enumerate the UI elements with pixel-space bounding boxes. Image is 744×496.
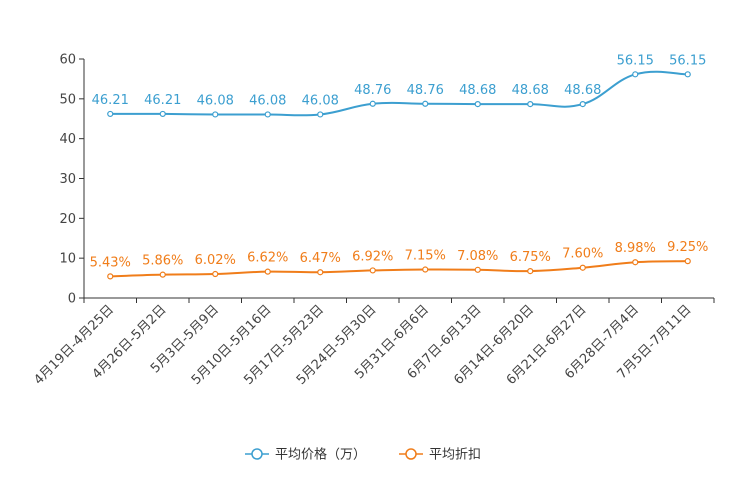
legend-item-0[interactable]: 平均价格（万） — [245, 447, 366, 463]
data-label: 6.92% — [352, 249, 393, 264]
data-label: 46.08 — [197, 93, 234, 108]
data-label: 6.47% — [300, 251, 341, 266]
data-point — [684, 258, 691, 265]
data-point — [579, 100, 586, 108]
data-point — [474, 266, 481, 273]
series-lines — [110, 70, 688, 278]
data-points — [107, 71, 691, 280]
data-point — [212, 270, 219, 278]
data-point — [579, 264, 586, 271]
data-point — [369, 267, 376, 274]
data-label: 6.62% — [247, 251, 288, 266]
legend[interactable]: 平均价格（万） 平均折扣 — [245, 447, 481, 463]
legend-marker-icon — [405, 448, 417, 460]
data-label: 56.15 — [617, 53, 654, 68]
data-point — [317, 111, 324, 118]
data-point — [527, 268, 534, 275]
data-labels: 46.21 46.21 46.08 46.08 46.08 48.76 48.76 48.68… — [90, 53, 709, 270]
data-label: 7.08% — [457, 249, 498, 264]
data-point — [107, 273, 114, 280]
y-tick-label: 30 — [59, 172, 76, 187]
data-label: 46.08 — [249, 93, 286, 108]
data-point — [212, 111, 219, 118]
legend-label: 平均价格（万） — [275, 447, 366, 463]
y-tick-label: 60 — [59, 53, 76, 68]
data-label: 46.21 — [92, 93, 129, 108]
data-label: 9.25% — [667, 240, 708, 255]
data-label: 5.86% — [142, 254, 183, 269]
y-tick-label: 40 — [59, 132, 76, 147]
data-label: 8.98% — [615, 241, 656, 256]
y-tick-label: 50 — [59, 92, 76, 107]
data-point — [159, 271, 166, 278]
data-label: 6.02% — [195, 253, 236, 268]
y-tick-label: 20 — [59, 212, 76, 227]
data-point — [474, 100, 481, 108]
data-point — [264, 268, 271, 275]
series-line-0 — [110, 70, 688, 117]
legend-marker-icon — [251, 448, 263, 460]
data-label: 48.76 — [354, 83, 391, 98]
data-point — [632, 71, 639, 78]
data-label: 56.15 — [669, 53, 706, 68]
data-label: 46.21 — [144, 93, 181, 108]
data-point — [107, 110, 114, 118]
y-tick-label: 10 — [59, 252, 76, 267]
data-point — [684, 71, 691, 78]
data-label: 6.75% — [510, 250, 551, 265]
y-tick-label: 0 — [68, 292, 76, 307]
data-point — [369, 100, 376, 107]
series-line-1 — [110, 260, 688, 278]
data-point — [159, 110, 166, 118]
data-point — [422, 100, 429, 107]
data-point — [264, 111, 271, 118]
data-point — [632, 259, 639, 266]
data-label: 7.60% — [562, 247, 603, 262]
legend-item-1[interactable]: 平均折扣 — [399, 448, 481, 463]
data-point — [527, 100, 534, 108]
data-point — [317, 269, 324, 276]
data-label: 5.43% — [90, 255, 131, 270]
data-label: 48.68 — [459, 83, 496, 98]
data-label: 48.68 — [512, 83, 549, 98]
data-label: 7.15% — [405, 249, 446, 264]
data-point — [422, 266, 429, 273]
data-label: 48.68 — [564, 83, 601, 98]
legend-label: 平均折扣 — [429, 448, 481, 463]
data-label: 48.76 — [407, 83, 444, 98]
data-label: 46.08 — [302, 93, 339, 108]
